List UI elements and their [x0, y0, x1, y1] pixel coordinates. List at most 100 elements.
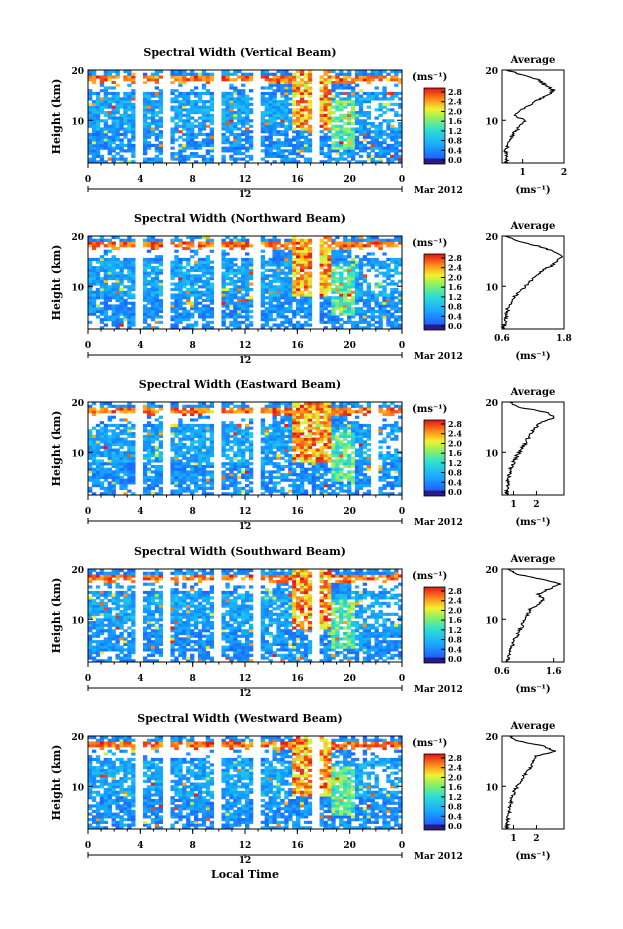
heatmap-cell — [221, 437, 226, 441]
heatmap-cell — [245, 298, 250, 303]
heatmap-cell — [209, 320, 215, 324]
heatmap-cell — [190, 268, 195, 272]
heatmap-cell — [260, 481, 266, 485]
heatmap-cell — [99, 279, 105, 283]
heatmap-cell — [142, 304, 148, 308]
heatmap-cell — [358, 236, 364, 240]
heatmap-cell — [237, 100, 242, 104]
heatmap-cell — [229, 91, 234, 96]
heatmap-cell — [311, 448, 317, 452]
heatmap-cell — [394, 236, 399, 240]
heatmap-cell — [272, 404, 277, 408]
heatmap-cell — [131, 244, 136, 248]
heatmap-cell — [323, 105, 328, 109]
heatmap-cell — [91, 116, 97, 120]
heatmap-cell — [229, 296, 234, 300]
heatmap-cell — [119, 149, 124, 153]
heatmap-cell — [358, 257, 364, 262]
heatmap-cell — [366, 309, 372, 313]
heatmap-cell — [154, 111, 160, 115]
heatmap-cell — [201, 263, 207, 267]
heatmap-cell — [88, 407, 93, 411]
heatmap-cell — [111, 492, 116, 496]
heatmap-cell — [186, 287, 191, 292]
heatmap-cell — [339, 290, 344, 294]
heatmap-cell — [131, 432, 136, 436]
heatmap-cell — [284, 157, 289, 161]
heatmap-cell — [303, 307, 309, 311]
heatmap-cell — [276, 108, 281, 112]
heatmap-cell — [190, 489, 195, 493]
heatmap-cell — [327, 160, 332, 164]
heatmap-cell — [303, 451, 309, 455]
heatmap-cell — [88, 268, 93, 272]
heatmap-cell — [272, 75, 277, 79]
heatmap-cell — [296, 80, 301, 85]
heatmap-cell — [225, 97, 230, 101]
heatmap-cell — [358, 263, 364, 267]
heatmap-cell — [209, 434, 215, 438]
heatmap-cell — [350, 152, 356, 156]
heatmap-cell — [299, 464, 305, 469]
heatmap-cell — [237, 453, 242, 458]
heatmap-cell — [323, 296, 328, 300]
heatmap-cell — [229, 287, 234, 292]
heatmap-cell — [233, 434, 238, 438]
heatmap-cell — [366, 80, 372, 85]
heatmap-cell — [193, 404, 199, 408]
heatmap-cell — [119, 486, 124, 490]
heatmap-cell — [382, 266, 387, 270]
heatmap-cell — [158, 440, 163, 444]
heatmap-cell — [158, 459, 163, 463]
heatmap-cell — [390, 241, 395, 245]
heatmap-cell — [205, 323, 211, 327]
heatmap-cell — [233, 111, 238, 115]
heatmap-cell — [197, 266, 203, 270]
heatmap-cell — [99, 440, 105, 444]
heatmap-cell — [233, 127, 238, 131]
heatmap-cell — [276, 138, 281, 142]
heatmap-cell — [272, 290, 277, 294]
heatmap-cell — [296, 160, 301, 164]
heatmap-cell — [99, 320, 105, 324]
heatmap-cell — [88, 451, 93, 455]
heatmap-cell — [280, 119, 285, 123]
heatmap-cell — [201, 407, 207, 411]
heatmap-cell — [358, 97, 364, 101]
heatmap-cell — [197, 473, 203, 477]
heatmap-cell — [299, 249, 305, 253]
heatmap-cell — [111, 287, 116, 292]
heatmap-cell — [119, 127, 124, 131]
heatmap-cell — [374, 296, 379, 300]
heatmap-cell — [154, 91, 160, 96]
heatmap-cell — [229, 97, 234, 101]
heatmap-cell — [268, 290, 273, 294]
heatmap-cell — [296, 268, 301, 272]
heatmap-cell — [146, 279, 152, 283]
heatmap-cell — [91, 138, 97, 142]
heatmap-cell — [288, 160, 293, 164]
heatmap-cell — [158, 160, 163, 164]
heatmap-cell — [99, 312, 105, 316]
heatmap-cells — [88, 236, 403, 330]
heatmap-cell — [225, 304, 230, 308]
heatmap-cell — [241, 97, 246, 101]
heatmap-cell — [95, 296, 101, 300]
heatmap-cell — [276, 132, 281, 137]
heatmap-cell — [394, 238, 399, 242]
heatmap-cell — [201, 481, 207, 485]
heatmap-cell — [303, 246, 309, 251]
heatmap-cell — [319, 287, 324, 292]
heatmap-cell — [103, 467, 109, 471]
heatmap-cell — [197, 415, 203, 419]
heatmap-cell — [201, 470, 207, 474]
heatmap-cell — [296, 445, 301, 449]
heatmap-cell — [370, 154, 375, 158]
heatmap-cell — [229, 407, 234, 411]
heatmap-cell — [378, 266, 383, 270]
heatmap-cell — [276, 130, 281, 134]
heatmap-cell — [178, 152, 183, 156]
heatmap-cell — [119, 432, 124, 436]
heatmap-cell — [245, 119, 250, 123]
heatmap-cell — [182, 70, 187, 74]
